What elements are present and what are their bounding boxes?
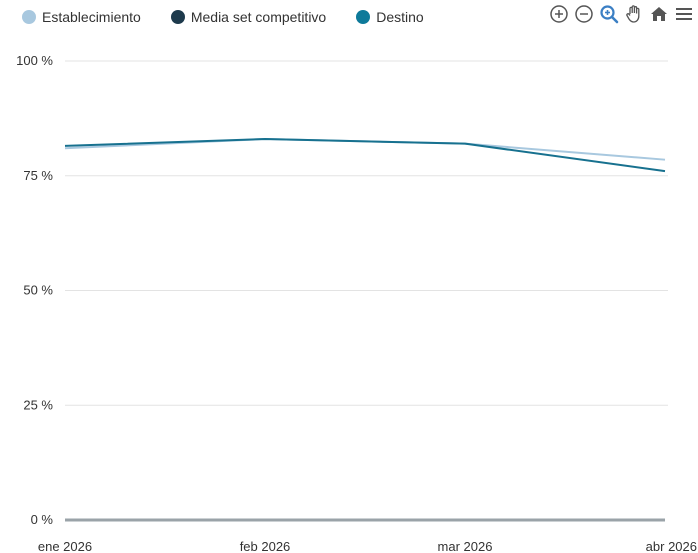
y-tick-label: 75 % xyxy=(23,168,53,183)
legend-item-establecimiento[interactable]: Establecimiento xyxy=(22,9,141,25)
menu-icon[interactable] xyxy=(673,3,694,24)
y-tick-label: 0 % xyxy=(31,512,54,527)
chart-toolbar xyxy=(548,3,694,24)
y-tick-label: 25 % xyxy=(23,397,53,412)
legend-item-destino[interactable]: Destino xyxy=(356,9,424,25)
x-tick-label: abr 2026 xyxy=(646,539,697,553)
legend-label-destino: Destino xyxy=(376,9,424,25)
zoom-in-icon[interactable] xyxy=(548,3,569,24)
series-line-destino xyxy=(64,138,666,173)
chart-legend: Establecimiento Media set competitivo De… xyxy=(22,6,454,28)
legend-label-media-set-competitivo: Media set competitivo xyxy=(190,9,327,25)
legend-item-media-set-competitivo[interactable]: Media set competitivo xyxy=(170,9,327,25)
legend-label-establecimiento: Establecimiento xyxy=(42,9,141,25)
zoom-out-icon[interactable] xyxy=(573,3,594,24)
pan-hand-icon[interactable] xyxy=(623,3,644,24)
y-tick-label: 50 % xyxy=(23,283,53,298)
x-tick-label: feb 2026 xyxy=(240,539,291,553)
x-tick-label: mar 2026 xyxy=(438,539,493,553)
zoom-select-icon[interactable] xyxy=(598,3,619,24)
legend-marker-destino xyxy=(356,10,371,24)
x-tick-label: ene 2026 xyxy=(38,539,92,553)
home-reset-icon[interactable] xyxy=(648,3,669,24)
legend-marker-media-set-competitivo xyxy=(170,10,185,24)
y-tick-label: 100 % xyxy=(16,53,53,68)
legend-marker-establecimiento xyxy=(22,10,36,24)
